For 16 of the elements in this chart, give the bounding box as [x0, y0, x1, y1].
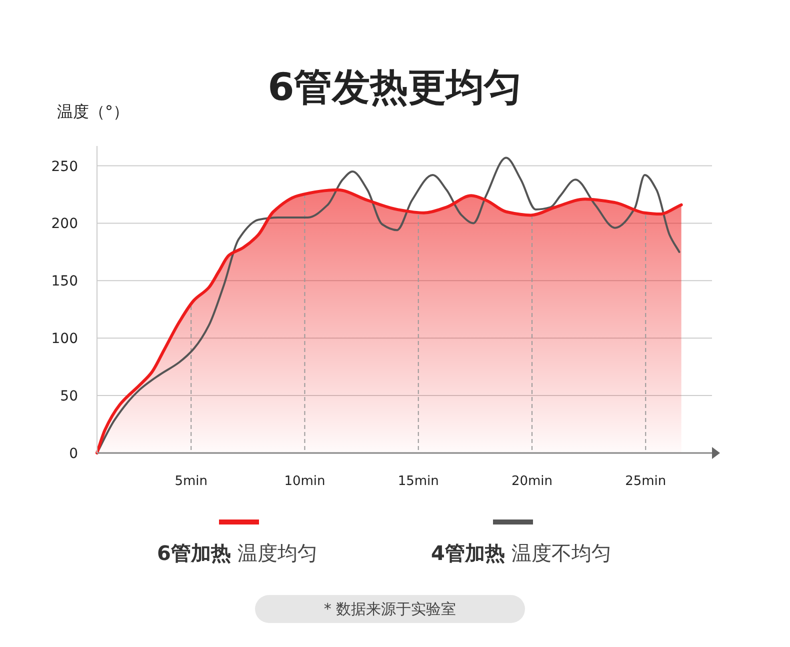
chart-title: 6管发热更均匀 — [268, 65, 522, 109]
x-tick-label: 25min — [625, 474, 666, 489]
x-tick-label: 15min — [398, 474, 439, 489]
x-tick-label: 20min — [511, 474, 553, 489]
y-tick-label: 250 — [51, 158, 78, 175]
legend-label: 6管加热 温度均匀 — [157, 541, 318, 565]
y-tick-label: 200 — [51, 216, 78, 232]
y-axis-title: 温度（°） — [57, 102, 129, 121]
y-tick-label: 100 — [51, 331, 78, 348]
y-tick-label: 50 — [60, 388, 78, 405]
x-tick-label: 10min — [284, 474, 326, 489]
legend-label: 4管加热 温度不均匀 — [431, 541, 612, 565]
y-tick-label: 0 — [69, 446, 78, 462]
y-tick-label: 150 — [51, 274, 78, 290]
x-tick-label: 5min — [174, 474, 208, 489]
text: * 数据来源于实验室 — [324, 600, 456, 618]
